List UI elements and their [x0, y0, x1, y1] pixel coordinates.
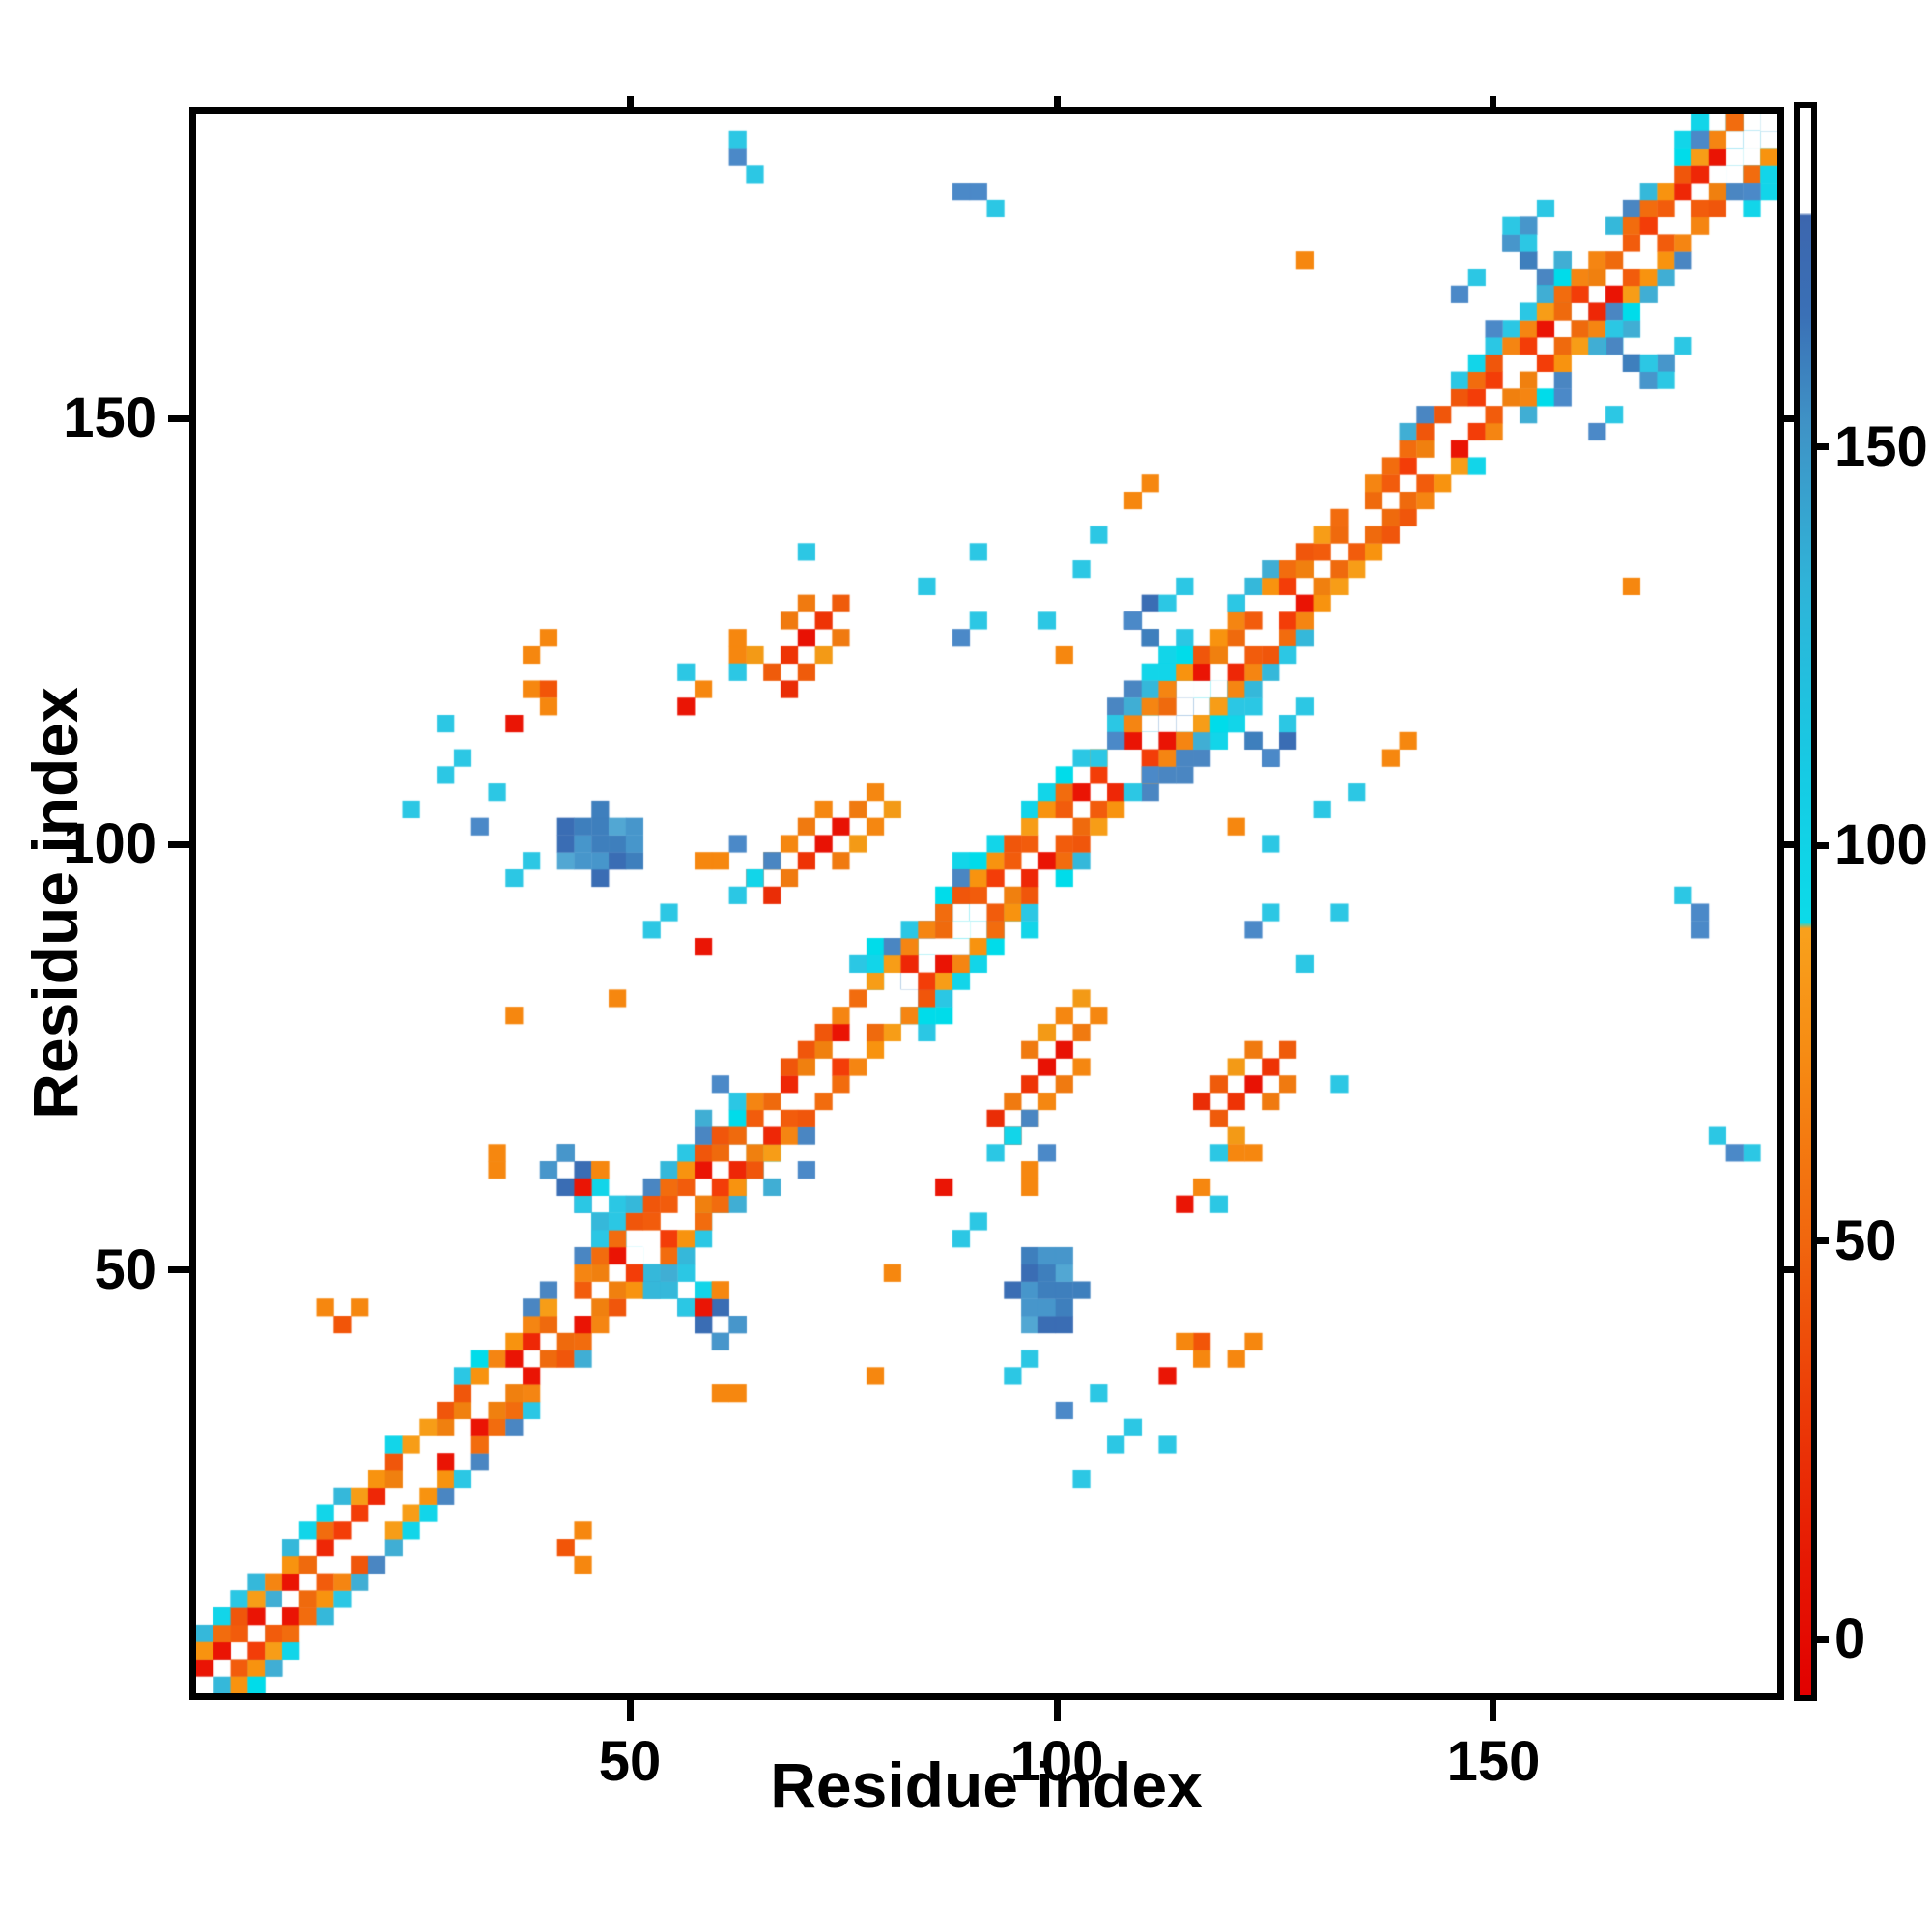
x-tick-label: 100 [1009, 1730, 1104, 1793]
y-tick-label: 150 [63, 386, 156, 450]
y-tick-mark-right [1784, 840, 1798, 848]
y-tick-mark-right [1784, 1266, 1798, 1274]
x-tick-mark [1053, 1700, 1061, 1721]
x-tick-mark-top [1490, 96, 1497, 107]
y-tick-label: 100 [63, 812, 156, 876]
x-tick-label: 50 [598, 1730, 662, 1793]
x-tick-mark-top [1053, 96, 1061, 107]
colorbar-tick-label: 150 [1834, 414, 1928, 478]
colorbar-tick-label: 50 [1834, 1208, 1897, 1272]
y-tick-mark [168, 840, 189, 848]
colorbar-tick-mark [1817, 443, 1829, 451]
plot-frame [189, 107, 1784, 1700]
colorbar [1794, 102, 1817, 1701]
colorbar-tick-mark [1817, 841, 1829, 849]
x-axis-label: Residue index [770, 1749, 1203, 1821]
contact-map-canvas [196, 114, 1777, 1693]
colorbar-tick-label: 100 [1834, 813, 1928, 876]
y-tick-mark [168, 414, 189, 422]
x-tick-mark [626, 1700, 634, 1721]
colorbar-tick-mark [1817, 1635, 1829, 1643]
x-tick-label: 150 [1446, 1730, 1541, 1793]
y-tick-mark [168, 1266, 189, 1274]
y-tick-mark-right [1784, 414, 1798, 422]
colorbar-gradient [1800, 108, 1811, 1695]
y-tick-label: 50 [94, 1237, 156, 1301]
x-tick-mark [1490, 1700, 1497, 1721]
colorbar-tick-mark [1817, 1237, 1829, 1245]
colorbar-tick-label: 0 [1834, 1607, 1866, 1670]
x-tick-mark-top [626, 96, 634, 107]
y-axis-label: Residue index [19, 687, 91, 1120]
